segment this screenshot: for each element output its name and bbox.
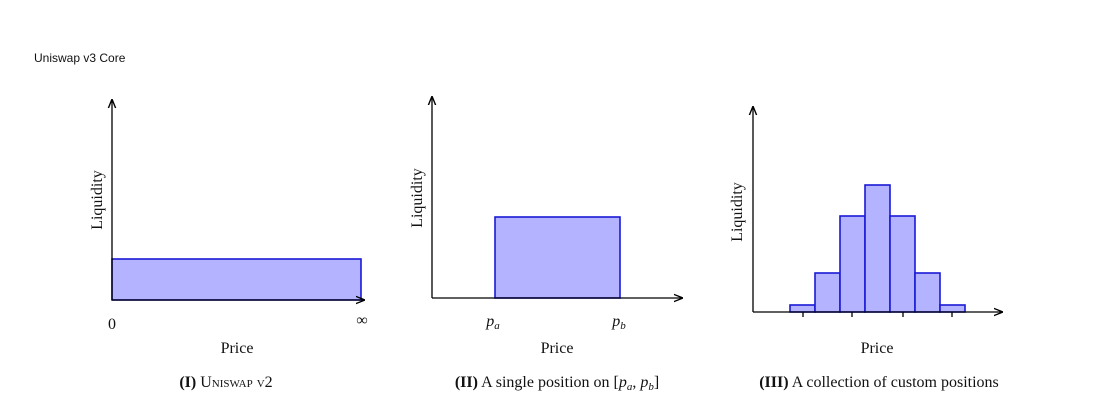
position-bar	[814, 272, 841, 313]
y-axis-label: Liquidity	[729, 182, 746, 242]
y-axis-label: Liquidity	[89, 170, 106, 230]
tick-sub: a	[494, 320, 500, 332]
caption: (II) A single position on [pa, pb]	[455, 374, 659, 393]
x-axis-label: Price	[541, 340, 574, 357]
tick-base: p	[485, 313, 494, 330]
y-axis-label: Liquidity	[409, 168, 426, 228]
caption-label: (III)	[759, 374, 788, 391]
x-axis-label: Price	[221, 340, 254, 357]
math: a	[627, 381, 633, 393]
tick-label: pa	[485, 313, 500, 332]
math: p	[618, 374, 627, 391]
position-bar	[939, 304, 966, 313]
panel-3: Liquidity Price (III) A collection of cu…	[729, 107, 1002, 391]
caption-text: A single position on	[481, 374, 609, 391]
x-axis-label: Price	[861, 340, 894, 357]
tick-label: 0	[108, 316, 116, 333]
math: ]	[654, 374, 659, 391]
tick-sub: b	[620, 320, 626, 332]
caption: (III) A collection of custom positions	[759, 374, 999, 391]
position-bar	[839, 215, 866, 313]
caption: (I) Uniswap v2	[179, 374, 272, 391]
caption-label: (I)	[179, 374, 196, 391]
math: b	[648, 381, 654, 393]
position-bar	[789, 304, 816, 313]
panel-2: pa pb Liquidity Price (II) A single posi…	[409, 97, 682, 393]
header-title: Uniswap v3 Core	[34, 51, 126, 65]
liquidity-bar	[111, 258, 362, 301]
tick-marks	[802, 312, 953, 317]
math: [	[614, 374, 619, 391]
math: ,	[632, 374, 640, 391]
position-bar	[914, 272, 941, 313]
caption-text: Uniswap v2	[200, 374, 272, 391]
tick-label: ∞	[356, 312, 367, 329]
tick-label: pb	[611, 313, 626, 332]
panel-1: 0 ∞ Liquidity Price (I) Uniswap v2	[89, 100, 368, 391]
tick-base: p	[611, 313, 620, 330]
caption-text: A collection of custom positions	[792, 374, 999, 391]
math: p	[639, 374, 648, 391]
position-bar	[494, 216, 621, 299]
position-bar	[889, 215, 916, 313]
position-bar	[864, 184, 891, 313]
caption-label: (II)	[455, 374, 478, 391]
